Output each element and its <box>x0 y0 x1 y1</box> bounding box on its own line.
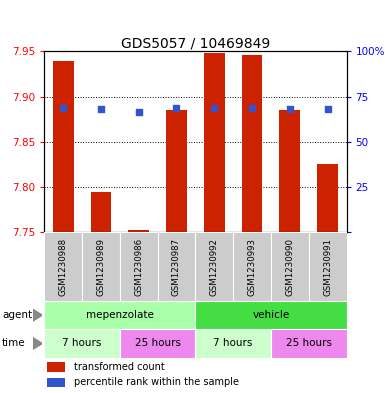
Point <box>287 106 293 112</box>
Point <box>136 109 142 115</box>
Point <box>325 106 331 112</box>
Point <box>211 105 218 111</box>
Bar <box>53 61 74 232</box>
Bar <box>90 191 111 232</box>
Text: 7 hours: 7 hours <box>62 338 102 349</box>
Bar <box>233 232 271 301</box>
Bar <box>204 53 225 232</box>
Bar <box>242 55 263 232</box>
Bar <box>44 329 120 358</box>
Text: mepenzolate: mepenzolate <box>86 310 154 320</box>
Text: GSM1230988: GSM1230988 <box>59 238 68 296</box>
Bar <box>120 232 157 301</box>
Text: GSM1230986: GSM1230986 <box>134 238 143 296</box>
Polygon shape <box>33 338 42 349</box>
Bar <box>157 232 195 301</box>
Bar <box>47 362 65 372</box>
Text: percentile rank within the sample: percentile rank within the sample <box>75 377 239 387</box>
Text: GSM1230993: GSM1230993 <box>248 238 256 296</box>
Bar <box>44 232 82 301</box>
Bar <box>309 232 346 301</box>
Bar <box>280 110 300 232</box>
Bar <box>196 329 271 358</box>
Point <box>173 105 179 111</box>
Text: GSM1230987: GSM1230987 <box>172 238 181 296</box>
Point <box>60 105 66 111</box>
Point <box>249 105 255 111</box>
Point <box>98 106 104 112</box>
Bar <box>120 329 196 358</box>
Bar <box>317 164 338 232</box>
Text: GSM1230992: GSM1230992 <box>210 238 219 296</box>
Text: time: time <box>2 338 25 349</box>
Bar <box>166 110 187 232</box>
Bar <box>44 301 196 329</box>
Text: agent: agent <box>2 310 32 320</box>
Bar <box>82 232 120 301</box>
Text: transformed count: transformed count <box>75 362 165 372</box>
Text: GSM1230989: GSM1230989 <box>96 238 105 296</box>
Text: vehicle: vehicle <box>252 310 290 320</box>
Bar <box>196 301 346 329</box>
Bar <box>128 230 149 232</box>
Text: GSM1230990: GSM1230990 <box>285 238 295 296</box>
Title: GDS5057 / 10469849: GDS5057 / 10469849 <box>121 36 270 50</box>
Bar <box>271 329 346 358</box>
Text: 25 hours: 25 hours <box>135 338 181 349</box>
Bar <box>47 378 65 387</box>
Polygon shape <box>33 309 42 321</box>
Bar <box>196 232 233 301</box>
Text: 25 hours: 25 hours <box>286 338 332 349</box>
Text: 7 hours: 7 hours <box>213 338 253 349</box>
Bar <box>271 232 309 301</box>
Text: GSM1230991: GSM1230991 <box>323 238 332 296</box>
